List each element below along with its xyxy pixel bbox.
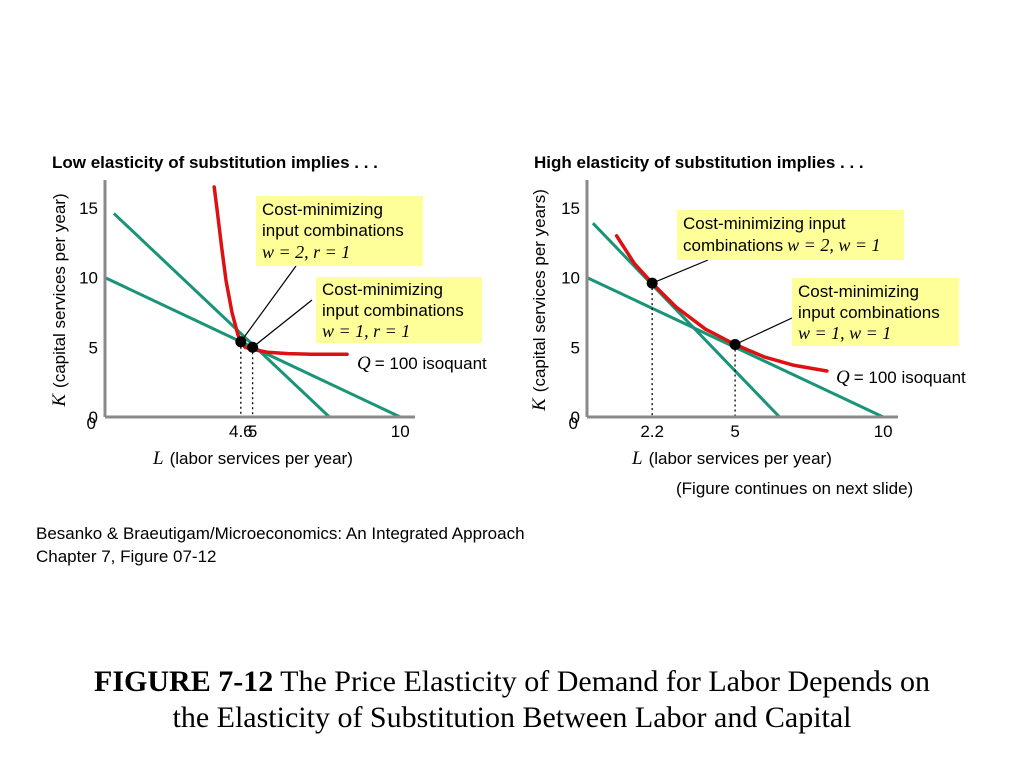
chart-marks	[104, 185, 401, 419]
y-axis-label: K (capital services per year)	[49, 193, 70, 407]
callout-line: input combinations	[322, 301, 464, 320]
caption-label: FIGURE 7-12	[94, 665, 274, 698]
callout-box	[256, 196, 423, 266]
x-tick-label: 10	[874, 422, 893, 441]
y-tick-labels: 0 5 10 15	[561, 199, 580, 427]
caption-text-2: the Elasticity of Substitution Between L…	[172, 701, 852, 734]
credit-line-1: Besanko & Braeutigam/Microeconomics: An …	[36, 524, 525, 543]
origin-label: 0	[87, 414, 96, 433]
isoquant-variable: Q	[836, 367, 850, 388]
callout-w2-w1: Cost-minimizing input combinations w = 2,…	[677, 210, 904, 260]
caption-text-1: The Price Elasticity of Demand for Labor…	[273, 665, 930, 698]
x-axis-label: L (labor services per year)	[631, 448, 832, 469]
y-tick-label: 10	[79, 269, 98, 288]
x-axis-label: L (labor services per year)	[152, 448, 353, 469]
y-axis-variable: K	[49, 393, 70, 408]
callout-leader-line	[252, 299, 313, 348]
callout-leader-line	[651, 259, 709, 284]
callout-line: input combinations	[262, 221, 404, 240]
callout-line: Cost-minimizing	[322, 280, 443, 299]
chart-marks	[586, 222, 884, 419]
x-axis-label-text: (labor services per year)	[649, 449, 832, 468]
cost-minimizing-point	[235, 336, 247, 348]
callout-params: w = 2, r = 1	[262, 242, 350, 262]
x-tick-label: 5	[730, 422, 739, 441]
callout-leader-line	[240, 265, 297, 343]
origin-label: 0	[569, 414, 578, 433]
y-tick-label: 5	[89, 338, 98, 357]
x-tick-labels: 4.65 10 0	[87, 414, 410, 441]
callout-w1-r1: Cost-minimizing input combinations w = 1…	[316, 277, 482, 343]
continues-note: (Figure continues on next slide)	[676, 479, 914, 498]
x-tick-label: 2.2	[640, 422, 664, 441]
chart-high-elasticity: High elasticity of substitution implies …	[529, 153, 966, 469]
y-axis-variable: K	[529, 397, 550, 412]
cost-minimizing-point	[646, 277, 658, 289]
callout-params: w = 1, w = 1	[798, 323, 891, 343]
y-axis-label: K (capital services per years)	[529, 189, 550, 412]
y-tick-label: 0	[89, 408, 98, 427]
y-tick-label: 15	[561, 199, 580, 218]
isocost-line-w2-r1	[112, 212, 331, 419]
callout-w2-r1: Cost-minimizing input combinations w = 2…	[256, 196, 423, 266]
callout-box	[316, 277, 482, 343]
y-tick-label: 0	[571, 408, 580, 427]
y-tick-labels: 0 5 10 15	[79, 199, 98, 427]
x-tick-label: 4.6	[229, 422, 253, 441]
y-tick-label: 10	[561, 269, 580, 288]
callout-box	[677, 210, 904, 260]
x-tick-label: 5	[248, 422, 257, 441]
isoquant-label-text: = 100 isoquant	[854, 368, 966, 387]
credit-line-2: Chapter 7, Figure 07-12	[36, 547, 217, 566]
isoquant-variable: Q	[357, 353, 371, 374]
callout-params: w = 2, w = 1	[787, 235, 880, 255]
x-axis-variable: L	[631, 448, 643, 469]
y-tick-label: 5	[571, 338, 580, 357]
callout-line: input combinations	[798, 303, 940, 322]
chart-low-elasticity: Low elasticity of substitution implies .…	[49, 153, 487, 469]
x-axis-variable: L	[152, 448, 164, 469]
isoquant-label-text: = 100 isoquant	[375, 354, 487, 373]
isoquant-label: Q = 100 isoquant	[357, 353, 487, 374]
isoquant-label: Q = 100 isoquant	[836, 367, 966, 388]
callout-params: w = 1, r = 1	[322, 321, 410, 341]
cost-minimizing-point	[729, 339, 741, 351]
callout-line-mixed: combinations w = 2, w = 1	[683, 235, 880, 255]
callout-line: Cost-minimizing	[798, 282, 919, 301]
chart-title: High elasticity of substitution implies …	[534, 153, 864, 172]
chart-title: Low elasticity of substitution implies .…	[52, 153, 378, 172]
isoquant-curve	[614, 234, 829, 373]
x-tick-label: 10	[391, 422, 410, 441]
x-tick-labels: 2.2 5 10 0	[569, 414, 893, 441]
y-axis-label-text: (capital services per year)	[50, 193, 69, 388]
callout-w1-w1: Cost-minimizing input combinations w = 1…	[792, 278, 959, 346]
callout-box	[792, 278, 959, 346]
callout-leader-line	[734, 317, 793, 346]
callout-line: Cost-minimizing input	[683, 214, 846, 233]
figure-caption: FIGURE 7-12 The Price Elasticity of Dema…	[0, 664, 1024, 736]
isocost-line-w2-r1	[591, 222, 781, 419]
y-axis-label-text: (capital services per years)	[530, 189, 549, 392]
callout-line: Cost-minimizing	[262, 200, 383, 219]
callout-prefix: combinations	[683, 236, 783, 255]
y-tick-label: 15	[79, 199, 98, 218]
x-axis-label-text: (labor services per year)	[170, 449, 353, 468]
cost-minimizing-point	[247, 341, 259, 353]
